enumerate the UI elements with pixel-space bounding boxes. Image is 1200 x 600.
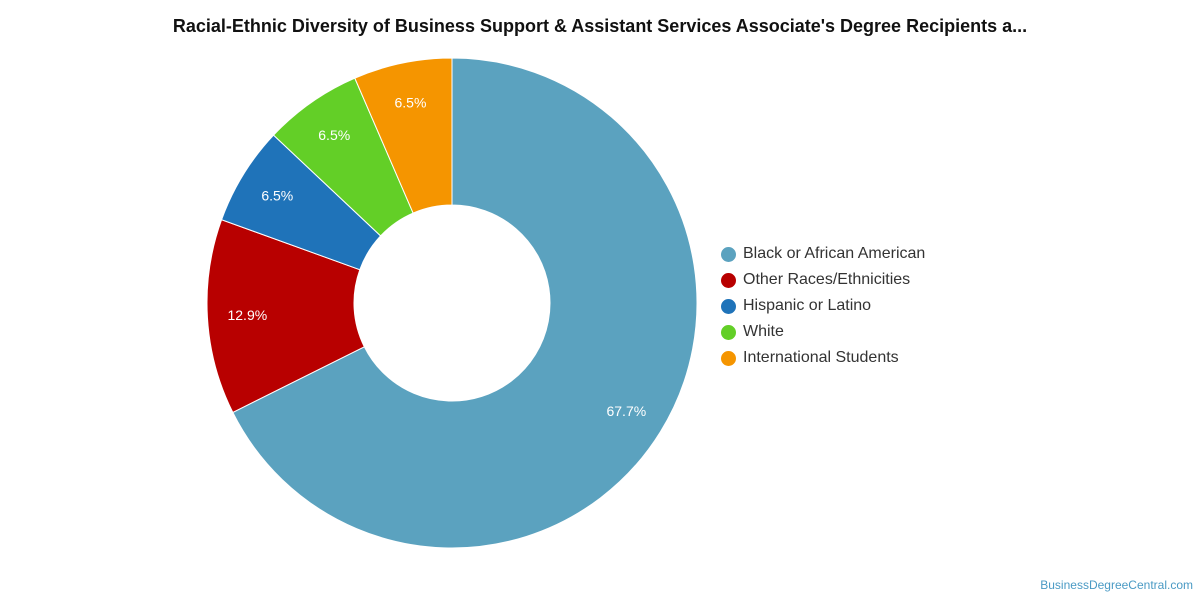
legend-label: Other Races/Ethnicities — [743, 271, 911, 288]
donut-slice-other-races[interactable] — [206, 219, 365, 414]
slice-data-label: 6.5% — [395, 94, 427, 110]
chart-title: Racial-Ethnic Diversity of Business Supp… — [172, 16, 1028, 36]
legend-item-international-students[interactable]: International Students — [721, 345, 925, 371]
legend-label: Hispanic or Latino — [743, 297, 872, 314]
legend-item-white[interactable]: White — [721, 319, 925, 345]
slice-data-label: 6.5% — [261, 188, 293, 204]
slice-data-label: 12.9% — [227, 307, 267, 323]
slice-data-label: 6.5% — [318, 127, 350, 143]
legend-label: International Students — [743, 349, 899, 366]
legend-item-other-races[interactable]: Other Races/Ethnicities — [721, 267, 925, 293]
legend-swatch-icon — [721, 272, 736, 288]
legend-label: Black or African American — [743, 245, 926, 262]
donut-slice-international-students[interactable] — [354, 57, 453, 214]
legend-swatch-icon — [721, 324, 736, 340]
source-watermark[interactable]: BusinessDegreeCentral.com — [1040, 578, 1193, 592]
legend-item-black-or-african-american[interactable]: Black or African American — [721, 241, 925, 267]
legend-swatch-icon — [721, 246, 736, 262]
legend-label: White — [743, 323, 784, 340]
legend-swatch-icon — [721, 298, 736, 314]
slice-data-label: 67.7% — [606, 403, 646, 419]
legend-item-hispanic-or-latino[interactable]: Hispanic or Latino — [721, 293, 925, 319]
donut-slice-black-or-african-american[interactable] — [232, 57, 698, 549]
legend: Black or African American Other Races/Et… — [721, 241, 925, 371]
legend-swatch-icon — [721, 350, 736, 366]
